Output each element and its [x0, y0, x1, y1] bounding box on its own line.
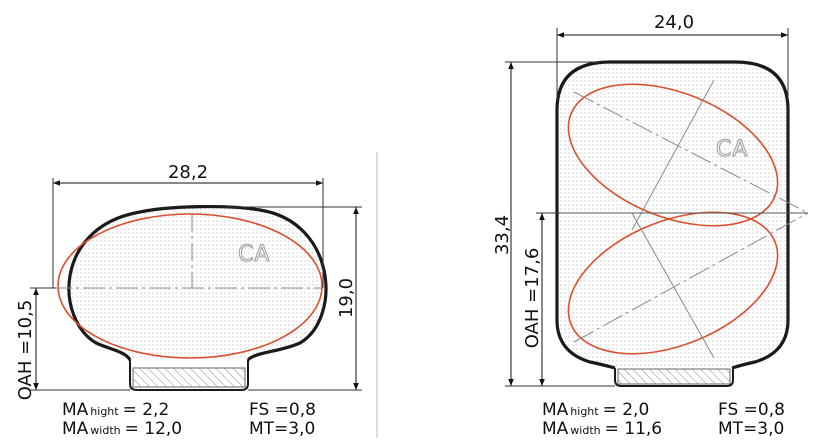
right-ca-label: CA	[716, 137, 748, 162]
left-width-dim: 28,2	[168, 162, 208, 183]
left-height-dim: 19,0	[336, 278, 357, 318]
left-ca-label: CA	[238, 242, 270, 267]
left-spec-ma-width: MA width = 12,0	[62, 419, 182, 439]
right-spec-ma-height: MA hight = 2,0	[542, 400, 649, 420]
right-body-fill	[557, 62, 788, 368]
right-width-dim: 24,0	[654, 12, 694, 33]
right-body-outline	[555, 60, 790, 370]
right-spec-ma-width: MA width = 11,6	[542, 419, 662, 439]
left-spec-fs: FS =0,8	[249, 400, 316, 420]
right-centerline-1	[573, 91, 809, 214]
right-height-dim: 33,4	[492, 215, 513, 255]
right-mount-hatch	[617, 368, 731, 385]
right-view: CA 24,0 33,4 OAH =17,6 MA hight = 2,0 MA wi…	[492, 12, 809, 439]
left-body-outline	[67, 204, 328, 362]
left-ca-ellipse	[57, 213, 323, 359]
left-spec-ma-height: MA hight = 2,2	[62, 400, 169, 420]
left-oah-dim: OAH =10,5	[15, 300, 36, 401]
right-spec-mt: MT=3,0	[718, 419, 784, 439]
right-spec-fs: FS =0,8	[718, 400, 785, 420]
left-mount-outline	[129, 360, 249, 391]
right-construction-bot	[631, 212, 715, 359]
right-oah-dim: OAH =17,6	[522, 248, 543, 349]
right-mount-outline	[614, 368, 734, 387]
right-construction-top	[631, 79, 715, 231]
left-view: CA 28,2 19,0 OAH =10,5 MA hight = 2,2 MA wi…	[15, 162, 362, 439]
left-body-fill	[68, 206, 326, 360]
right-centerline-2	[573, 212, 809, 343]
left-mount-hatch	[132, 367, 246, 388]
left-spec-mt: MT=3,0	[249, 419, 315, 439]
right-ca-ellipse-bottom	[567, 211, 779, 355]
